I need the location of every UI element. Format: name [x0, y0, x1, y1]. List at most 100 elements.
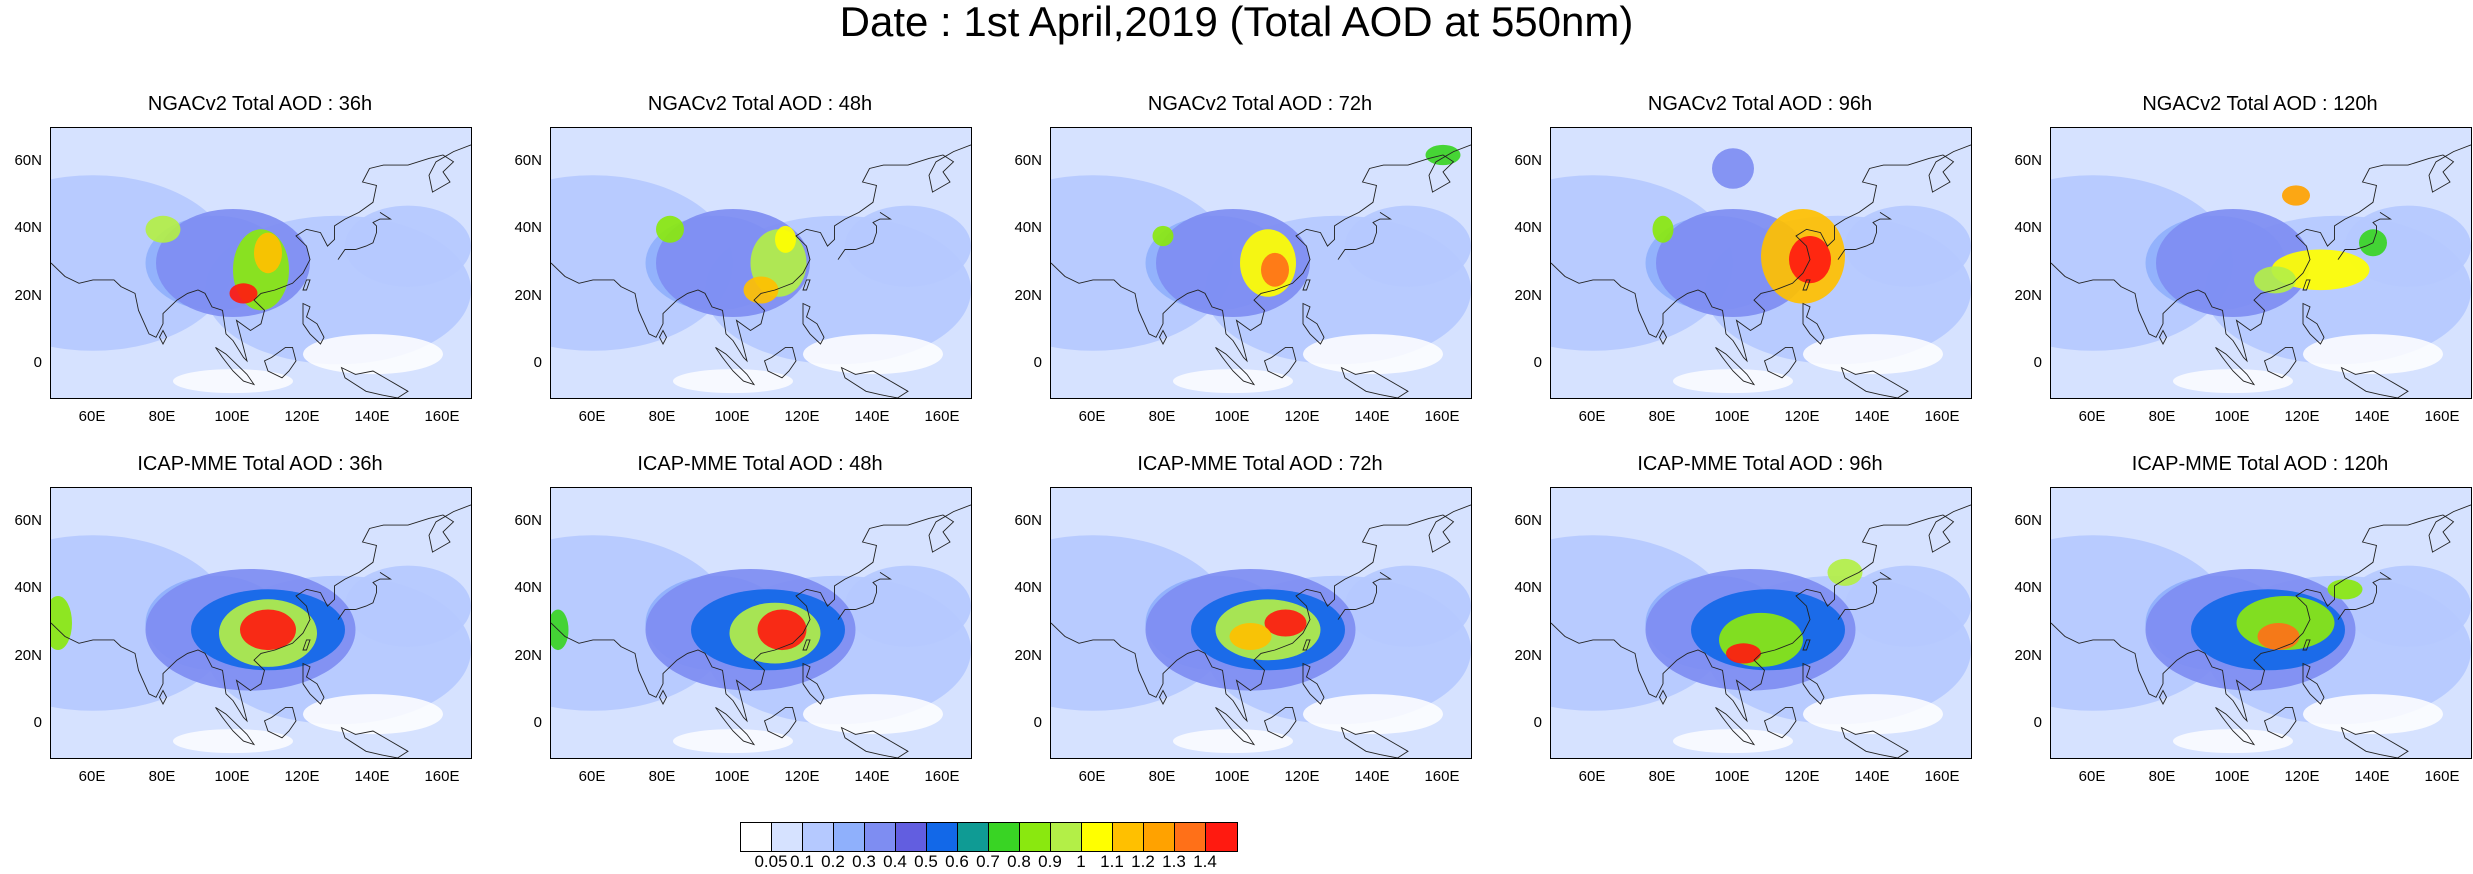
- coastline: [2337, 212, 2393, 260]
- colorbar-label: 0.8: [1007, 852, 1031, 871]
- y-tick-label: 0: [533, 354, 542, 372]
- x-tick-label: 60E: [2078, 768, 2106, 785]
- x-tick-label: 80E: [2148, 408, 2176, 425]
- aod-map: [1550, 487, 1972, 759]
- coastline: [551, 144, 971, 363]
- coastline: [2302, 279, 2311, 291]
- x-tick-label: 160E: [1924, 768, 1960, 785]
- coastline: [1763, 346, 1797, 379]
- x-tick-label: 160E: [1424, 768, 1460, 785]
- aod-map: [50, 127, 472, 399]
- coastline: [1158, 689, 1168, 705]
- aod-map: [550, 487, 972, 759]
- low-aod-region: [1803, 694, 1943, 735]
- x-tick-label: 60E: [1578, 768, 1606, 785]
- low-aod-region: [2303, 694, 2443, 735]
- coastline: [2158, 329, 2168, 345]
- x-tick-label: 140E: [2354, 408, 2390, 425]
- x-tick-label: 120E: [2284, 768, 2320, 785]
- x-tick-label: 140E: [1854, 768, 1890, 785]
- coastline: [337, 212, 393, 260]
- coastline: [1551, 504, 1971, 723]
- x-tick-label: 120E: [1284, 408, 1320, 425]
- colorbar-label: 1: [1076, 852, 1086, 871]
- coastline: [802, 279, 811, 291]
- x-tick-label: 120E: [284, 408, 320, 425]
- x-tick-label: 100E: [1214, 408, 1250, 425]
- x-tick-label: 160E: [424, 408, 460, 425]
- low-aod-region: [673, 729, 793, 754]
- colorbar-swatch: [741, 823, 772, 851]
- low-aod-region: [803, 694, 943, 735]
- aod-plume: [51, 596, 72, 650]
- colorbar-label: 1.2: [1131, 852, 1155, 871]
- aod-plume: [775, 225, 796, 253]
- aod-plume: [551, 175, 733, 351]
- colorbar-label: 0.4: [883, 852, 907, 871]
- y-tick-label: 40N: [2014, 219, 2042, 237]
- low-aod-region: [1303, 334, 1443, 375]
- y-tick-label: 40N: [1014, 219, 1042, 237]
- aod-plume: [1229, 623, 1272, 650]
- low-aod-region: [2303, 334, 2443, 375]
- colorbar-label: 1.4: [1193, 852, 1217, 871]
- aod-plume: [254, 232, 282, 274]
- aod-plume: [1827, 558, 1863, 586]
- panel-title: NGACv2 Total AOD : 48h: [647, 93, 873, 115]
- x-tick-label: 60E: [578, 768, 606, 785]
- coastline: [337, 572, 393, 620]
- coastline: [1802, 302, 1825, 345]
- low-aod-region: [673, 369, 793, 394]
- x-tick-label: 120E: [784, 408, 820, 425]
- y-tick-label: 40N: [14, 579, 42, 597]
- x-tick-label: 140E: [854, 768, 890, 785]
- aod-plume: [1845, 205, 1971, 287]
- coastline: [1302, 639, 1311, 651]
- x-tick-label: 60E: [578, 408, 606, 425]
- coastline: [302, 639, 311, 651]
- x-tick-label: 120E: [284, 768, 320, 785]
- y-tick-label: 20N: [2014, 646, 2042, 664]
- colorbar-swatch: [1144, 823, 1175, 851]
- coastline: [302, 662, 325, 705]
- coastline: [340, 366, 409, 398]
- y-tick-label: 20N: [514, 286, 542, 304]
- coastline: [1051, 504, 1471, 723]
- aod-map: [2050, 127, 2472, 399]
- coastline: [840, 726, 909, 758]
- aod-plume: [757, 609, 807, 651]
- colorbar-label: 0.2: [821, 852, 845, 871]
- x-tick-label: 140E: [354, 768, 390, 785]
- x-tick-label: 80E: [148, 408, 176, 425]
- colorbar-swatch: [834, 823, 865, 851]
- low-aod-region: [303, 694, 443, 735]
- y-tick-label: 40N: [1014, 579, 1042, 597]
- colorbar-swatch: [927, 823, 958, 851]
- x-tick-label: 120E: [1784, 768, 1820, 785]
- coastline: [51, 504, 471, 723]
- coastline: [2302, 302, 2325, 345]
- coastline: [1551, 144, 1971, 363]
- y-tick-label: 0: [1033, 354, 1042, 372]
- aod-plume: [1345, 205, 1471, 287]
- low-aod-region: [1673, 369, 1793, 394]
- colorbar-label: 0.05: [754, 852, 788, 871]
- colorbar-label: 0.9: [1038, 852, 1062, 871]
- low-aod-region: [1173, 729, 1293, 754]
- colorbar-label: 0.3: [852, 852, 876, 871]
- y-tick-label: 20N: [14, 646, 42, 664]
- aod-plume: [743, 276, 779, 304]
- colorbar-label: 1.1: [1100, 852, 1124, 871]
- coastline: [158, 329, 168, 345]
- x-tick-label: 140E: [2354, 768, 2390, 785]
- coastline: [2340, 366, 2409, 398]
- aod-plume: [229, 283, 258, 304]
- coastline: [215, 347, 256, 386]
- coastline: [2263, 346, 2297, 379]
- y-tick-label: 0: [2033, 714, 2042, 732]
- coastline: [715, 707, 756, 746]
- aod-plume: [1264, 609, 1307, 637]
- x-tick-label: 160E: [1424, 408, 1460, 425]
- aod-plume: [1551, 175, 1733, 351]
- coastline: [1763, 706, 1797, 739]
